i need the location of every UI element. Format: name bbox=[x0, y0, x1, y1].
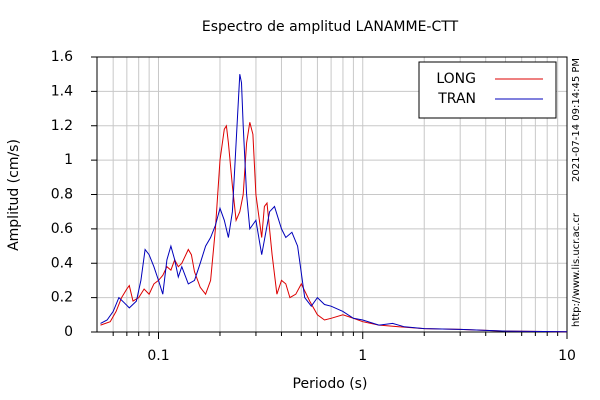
y-axis-label: Amplitud (cm/s) bbox=[6, 139, 22, 251]
y-tick-label: 1.2 bbox=[51, 118, 73, 134]
y-tick-label: 1 bbox=[64, 152, 73, 168]
chart-title: Espectro de amplitud LANAMME-CTT bbox=[202, 19, 459, 35]
y-tick-label: 1.4 bbox=[51, 83, 73, 99]
legend-label: LONG bbox=[436, 71, 476, 87]
timestamp: 2021-07-14 09:14:45 PM bbox=[571, 58, 582, 182]
url: http://www.lis.ucr.ac.cr bbox=[571, 212, 582, 327]
y-tick-label: 0.4 bbox=[51, 255, 73, 271]
plot-border bbox=[96, 56, 568, 333]
legend-box bbox=[418, 61, 557, 119]
y-tick-label: 0.8 bbox=[51, 187, 73, 203]
y-tick-label: 0 bbox=[64, 324, 73, 340]
x-tick-label: 1 bbox=[358, 348, 367, 364]
x-tick-label: 0.1 bbox=[147, 348, 169, 364]
y-tick-label: 0.2 bbox=[51, 290, 73, 306]
legend-label: TRAN bbox=[437, 91, 476, 107]
x-axis-label: Periodo (s) bbox=[293, 376, 368, 392]
y-tick-label: 0.6 bbox=[51, 221, 73, 237]
series-line bbox=[100, 122, 568, 333]
x-tick-label: 10 bbox=[558, 348, 576, 364]
y-tick-label: 1.6 bbox=[51, 49, 73, 65]
series-line bbox=[100, 74, 568, 333]
